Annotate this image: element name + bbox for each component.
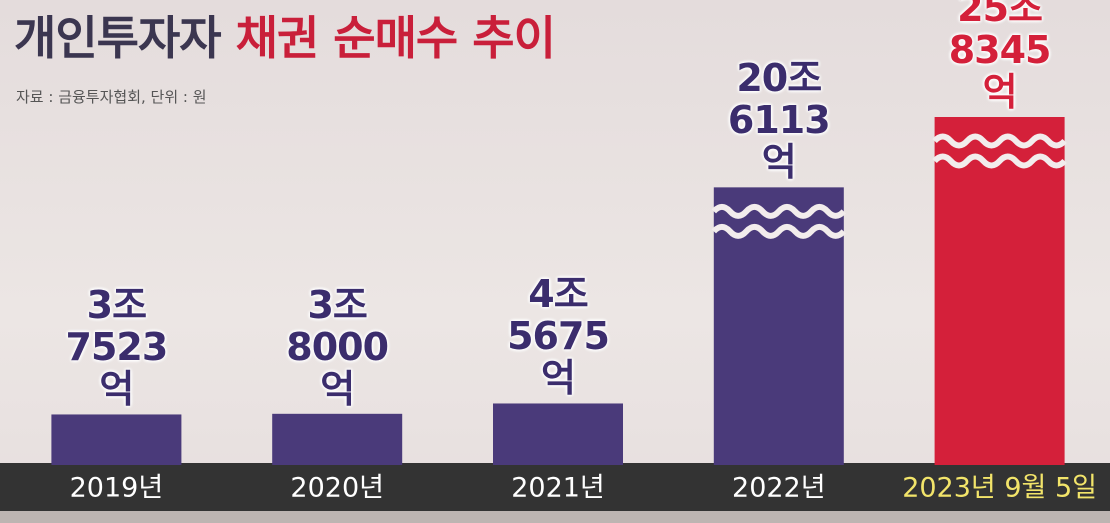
value-label: 25조 8345억 — [948, 0, 1052, 114]
title-main: 개인투자자 — [14, 11, 222, 65]
bar — [493, 403, 623, 465]
bar — [51, 414, 182, 465]
value-label: 20조 6113억 — [727, 56, 831, 185]
break-mark — [932, 153, 1067, 169]
value-label: 3조 7523억 — [65, 283, 169, 412]
title-highlight: 채권 순매수 추이 — [235, 11, 556, 65]
footer-band — [0, 511, 1110, 523]
axis-band — [0, 463, 1110, 511]
value-label: 3조 8000억 — [286, 282, 389, 411]
value-label: 4조 5675억 — [507, 272, 610, 401]
x-tick-label: 2020년 — [290, 473, 384, 504]
break-mark — [711, 223, 847, 239]
break-mark — [711, 203, 847, 219]
bar — [934, 117, 1065, 465]
x-tick-label: 2023년 9월 5일 — [902, 473, 1097, 504]
break-mark — [932, 133, 1067, 149]
bar — [272, 413, 403, 465]
subtitle: 자료 : 금융투자협회, 단위 : 원 — [16, 88, 207, 106]
x-tick-label: 2019년 — [70, 473, 164, 504]
chart-title: 개인투자자 채권 순매수 추이 — [14, 2, 556, 68]
x-tick-label: 2021년 — [511, 473, 605, 504]
x-tick-label: 2022년 — [732, 473, 826, 504]
